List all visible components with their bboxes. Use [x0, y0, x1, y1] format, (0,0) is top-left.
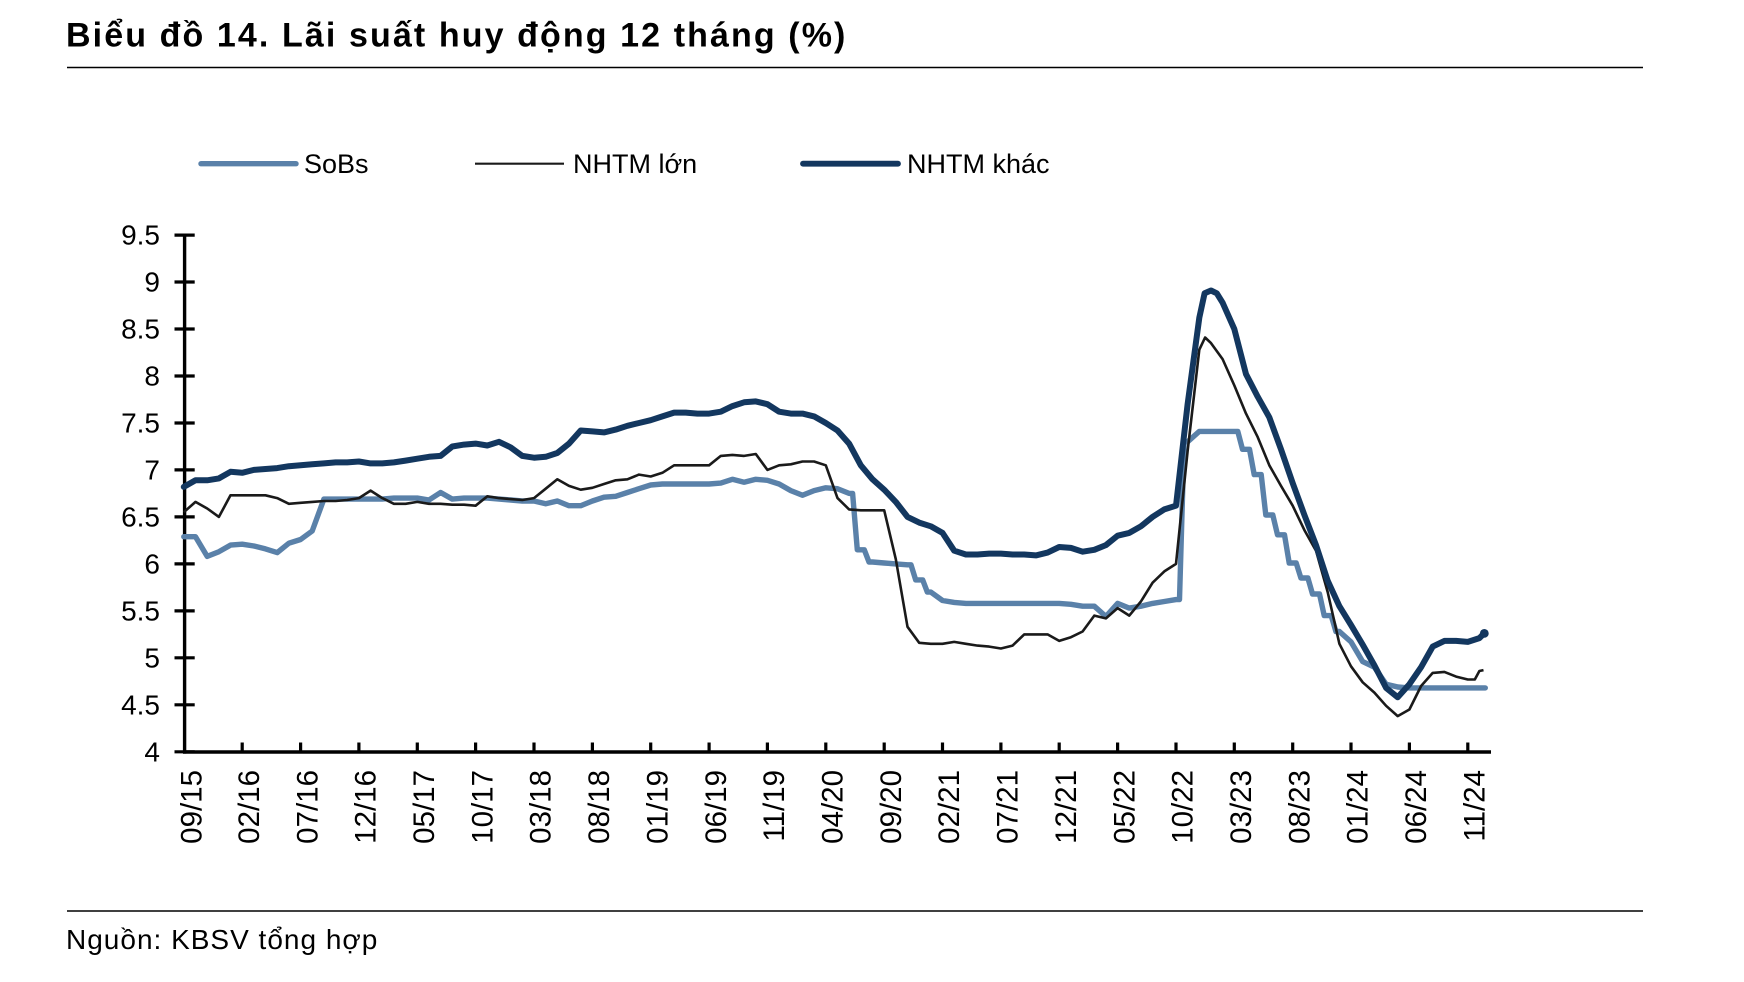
svg-text:01/24: 01/24: [1342, 770, 1375, 844]
svg-text:07/16: 07/16: [291, 770, 324, 844]
svg-text:06/24: 06/24: [1400, 770, 1433, 844]
svg-text:05/22: 05/22: [1108, 770, 1141, 844]
svg-text:08/23: 08/23: [1283, 770, 1316, 844]
svg-text:05/17: 05/17: [408, 770, 441, 844]
svg-text:04/20: 04/20: [817, 770, 850, 844]
svg-text:SoBs: SoBs: [304, 149, 369, 179]
svg-text:10/22: 10/22: [1167, 770, 1200, 844]
svg-text:9.5: 9.5: [121, 220, 160, 251]
svg-text:Nguồn: KBSV tổng hợp: Nguồn: KBSV tổng hợp: [66, 924, 378, 955]
svg-text:6: 6: [144, 548, 160, 579]
svg-text:9: 9: [144, 267, 160, 298]
svg-text:09/15: 09/15: [175, 770, 208, 844]
svg-text:02/16: 02/16: [233, 770, 266, 844]
svg-text:09/20: 09/20: [875, 770, 908, 844]
svg-text:6.5: 6.5: [121, 501, 160, 532]
svg-text:5: 5: [144, 642, 160, 673]
svg-text:4: 4: [144, 736, 160, 767]
svg-text:03/23: 03/23: [1225, 770, 1258, 844]
svg-text:8: 8: [144, 361, 160, 392]
svg-text:11/24: 11/24: [1459, 770, 1492, 842]
svg-text:12/16: 12/16: [350, 770, 383, 844]
svg-text:03/18: 03/18: [525, 770, 558, 844]
svg-text:NHTM lớn: NHTM lớn: [573, 149, 697, 179]
svg-text:7: 7: [144, 454, 160, 485]
svg-text:7.5: 7.5: [121, 408, 160, 439]
svg-text:5.5: 5.5: [121, 595, 160, 626]
svg-text:10/17: 10/17: [466, 770, 499, 844]
svg-text:12/21: 12/21: [1050, 770, 1083, 844]
svg-text:07/21: 07/21: [992, 770, 1025, 844]
svg-text:01/19: 01/19: [641, 770, 674, 844]
svg-text:11/19: 11/19: [758, 770, 791, 842]
svg-text:8.5: 8.5: [121, 314, 160, 345]
svg-text:08/18: 08/18: [583, 770, 616, 844]
svg-text:NHTM khác: NHTM khác: [907, 149, 1050, 179]
svg-text:06/19: 06/19: [700, 770, 733, 844]
svg-text:4.5: 4.5: [121, 689, 160, 720]
svg-text:02/21: 02/21: [933, 770, 966, 844]
svg-text:Biểu đồ 14. Lãi suất huy động: Biểu đồ 14. Lãi suất huy động 12 tháng (…: [66, 17, 847, 55]
